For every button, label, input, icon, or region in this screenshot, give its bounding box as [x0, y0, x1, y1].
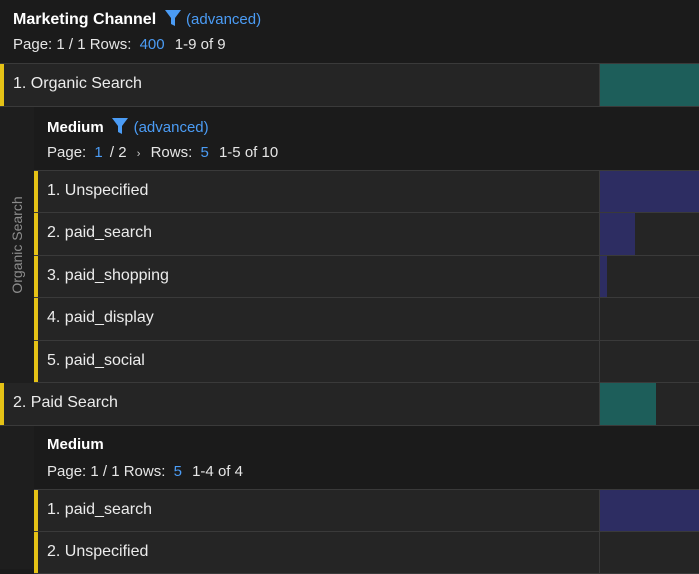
breakdown-header: Medium (advanced) Page: 1 / 2 › Rows: 5 …: [34, 107, 699, 171]
advanced-filter-link[interactable]: (advanced): [133, 119, 209, 136]
pagination-info: Page: 1 / 1 Rows: 400 1-9 of 9: [13, 36, 226, 53]
filter-icon[interactable]: [164, 9, 182, 27]
metric-cell: [599, 490, 699, 531]
breakdown-title: Medium: [47, 119, 104, 136]
page-prefix: Page: 1 / 1 Rows:: [13, 36, 132, 53]
page-current[interactable]: 1: [94, 144, 103, 161]
rows-selector[interactable]: 5: [200, 144, 209, 161]
table-row[interactable]: 1. Unspecified: [34, 171, 699, 213]
row-accent: [34, 256, 38, 297]
metric-bar: [600, 213, 635, 255]
table-row[interactable]: 2. Paid Search: [0, 383, 699, 426]
page-prefix: Page:: [47, 144, 87, 161]
breakdown-side-label: Organic Search: [9, 196, 25, 294]
metric-cell: [599, 256, 699, 297]
row-range: 1-4 of 4: [192, 463, 243, 480]
metric-cell: [599, 532, 699, 573]
row-label: 1. Unspecified: [47, 182, 149, 199]
row-accent: [34, 341, 38, 382]
row-label: 2. Paid Search: [13, 394, 118, 411]
row-label: 3. paid_shopping: [47, 267, 169, 284]
advanced-filter-link[interactable]: (advanced): [186, 11, 262, 28]
breakdown-title: Medium: [47, 436, 104, 453]
rows-selector[interactable]: 400: [139, 36, 165, 53]
breakdown-title-line: Medium: [47, 436, 104, 454]
metric-cell: [599, 171, 699, 212]
metric-bar: [600, 256, 607, 297]
table-row[interactable]: 4. paid_display: [34, 298, 699, 341]
breakdown-side-band: [0, 426, 34, 569]
row-accent: [34, 490, 38, 531]
table-row[interactable]: 2. Unspecified: [34, 532, 699, 574]
breakdown-side-band: Organic Search: [0, 107, 34, 383]
table-header: Marketing Channel (advanced) Page: 1 / 1…: [0, 0, 699, 64]
metric-cell: [599, 383, 699, 425]
metric-cell: [599, 298, 699, 340]
row-label: 2. Unspecified: [47, 543, 149, 560]
row-label: 1. paid_search: [47, 501, 152, 518]
metric-bar: [600, 383, 657, 425]
row-range: 1-9 of 9: [174, 36, 226, 53]
breakdown-header: Medium Page: 1 / 1 Rows: 5 1-4 of 4: [34, 426, 699, 490]
table-row[interactable]: 3. paid_shopping: [34, 256, 699, 298]
table-row[interactable]: 5. paid_social: [34, 341, 699, 383]
header-title-line: Marketing Channel (advanced): [13, 9, 261, 29]
row-accent: [0, 64, 4, 106]
metric-cell: [599, 64, 699, 106]
metric-bar: [600, 171, 699, 212]
row-accent: [34, 532, 38, 573]
row-label: 5. paid_social: [47, 352, 145, 369]
row-accent: [34, 171, 38, 212]
table-row[interactable]: 1. Organic Search: [0, 64, 699, 107]
row-accent: [0, 383, 4, 425]
rows-selector[interactable]: 5: [173, 463, 182, 480]
table-row[interactable]: 2. paid_search: [34, 213, 699, 256]
breakdown-pagination: Page: 1 / 1 Rows: 5 1-4 of 4: [47, 463, 243, 480]
table-row[interactable]: 1. paid_search: [34, 490, 699, 532]
row-range: 1-5 of 10: [218, 144, 279, 161]
next-page-icon[interactable]: ›: [136, 148, 141, 160]
row-label: 1. Organic Search: [13, 75, 142, 92]
page-total: / 2: [109, 144, 127, 161]
dimension-title: Marketing Channel: [13, 11, 157, 28]
page-prefix: Page: 1 / 1 Rows:: [47, 463, 166, 480]
rows-prefix: Rows:: [150, 144, 193, 161]
row-accent: [34, 298, 38, 340]
metric-cell: [599, 213, 699, 255]
metric-cell: [599, 341, 699, 382]
metric-bar: [600, 64, 699, 106]
row-accent: [34, 213, 38, 255]
row-label: 2. paid_search: [47, 224, 152, 241]
metric-bar: [600, 490, 699, 531]
filter-icon[interactable]: [111, 117, 129, 135]
row-label: 4. paid_display: [47, 309, 154, 326]
breakdown-title-line: Medium (advanced): [47, 117, 209, 137]
breakdown-pagination: Page: 1 / 2 › Rows: 5 1-5 of 10: [47, 144, 278, 161]
